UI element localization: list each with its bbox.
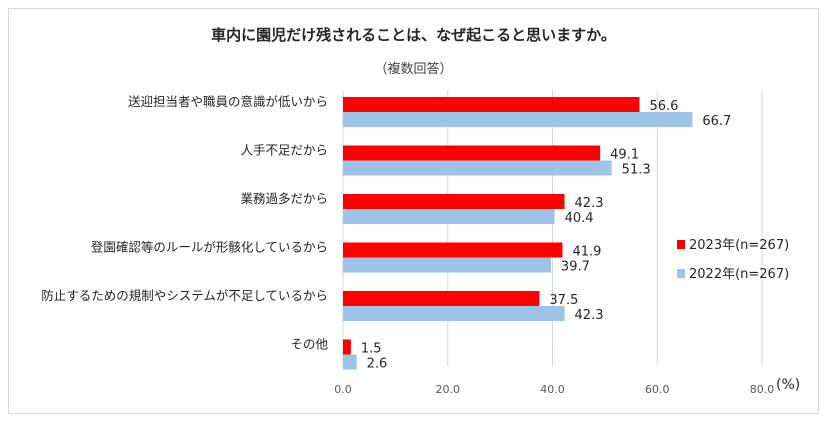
bar-2023	[343, 97, 640, 112]
value-label-2023: 56.6	[649, 99, 678, 114]
value-label-2022: 39.7	[561, 260, 590, 275]
bar-2023	[343, 194, 565, 209]
legend-swatch	[677, 240, 685, 249]
value-label-2022: 40.4	[565, 211, 594, 226]
value-label-2022: 66.7	[702, 114, 731, 129]
chart-title: 車内に園児だけ残されることは、なぜ起こると思いますか。	[211, 26, 616, 44]
bar-2023	[343, 291, 540, 306]
category-label: その他	[290, 337, 328, 352]
chart-subtitle: （複数回答）	[374, 62, 453, 77]
bar-2023	[343, 145, 601, 161]
category-label: 登園確認等のルールが形骸化しているから	[91, 240, 328, 255]
x-unit-label: (%)	[776, 377, 800, 393]
bar-2022	[343, 257, 551, 273]
value-label-2023: 49.1	[610, 148, 639, 163]
value-label-2023: 37.5	[549, 293, 578, 308]
bar-2022	[343, 160, 612, 176]
legend-label: 2022年(n=267)	[689, 267, 789, 282]
category-label: 業務過多だから	[240, 191, 328, 206]
bar-2023	[343, 242, 563, 258]
value-label-2022: 51.3	[622, 163, 651, 178]
legend-label: 2023年(n=267)	[689, 238, 789, 253]
bar-2022	[343, 354, 357, 370]
value-label-2023: 41.9	[572, 245, 601, 260]
category-label: 防止するための規制やシステムが不足しているから	[41, 288, 328, 303]
bar-2022	[343, 209, 555, 224]
x-tick-label: 0.0	[334, 383, 352, 396]
x-tick-label: 40.0	[540, 383, 565, 396]
bar-2022	[343, 306, 565, 321]
value-label-2022: 2.6	[367, 357, 388, 372]
x-tick-label: 20.0	[436, 383, 461, 396]
category-label: 送迎担当者や職員の意識が低いから	[128, 94, 328, 109]
bar-2023	[343, 339, 351, 355]
legend-swatch	[677, 269, 685, 278]
x-tick-label: 80.0	[750, 383, 775, 396]
value-label-2022: 42.3	[575, 308, 604, 323]
value-label-2023: 42.3	[575, 196, 604, 211]
value-label-2023: 1.5	[361, 342, 382, 357]
category-label: 人手不足だから	[240, 143, 328, 158]
x-tick-label: 60.0	[645, 383, 670, 396]
bar-2022	[343, 112, 693, 127]
